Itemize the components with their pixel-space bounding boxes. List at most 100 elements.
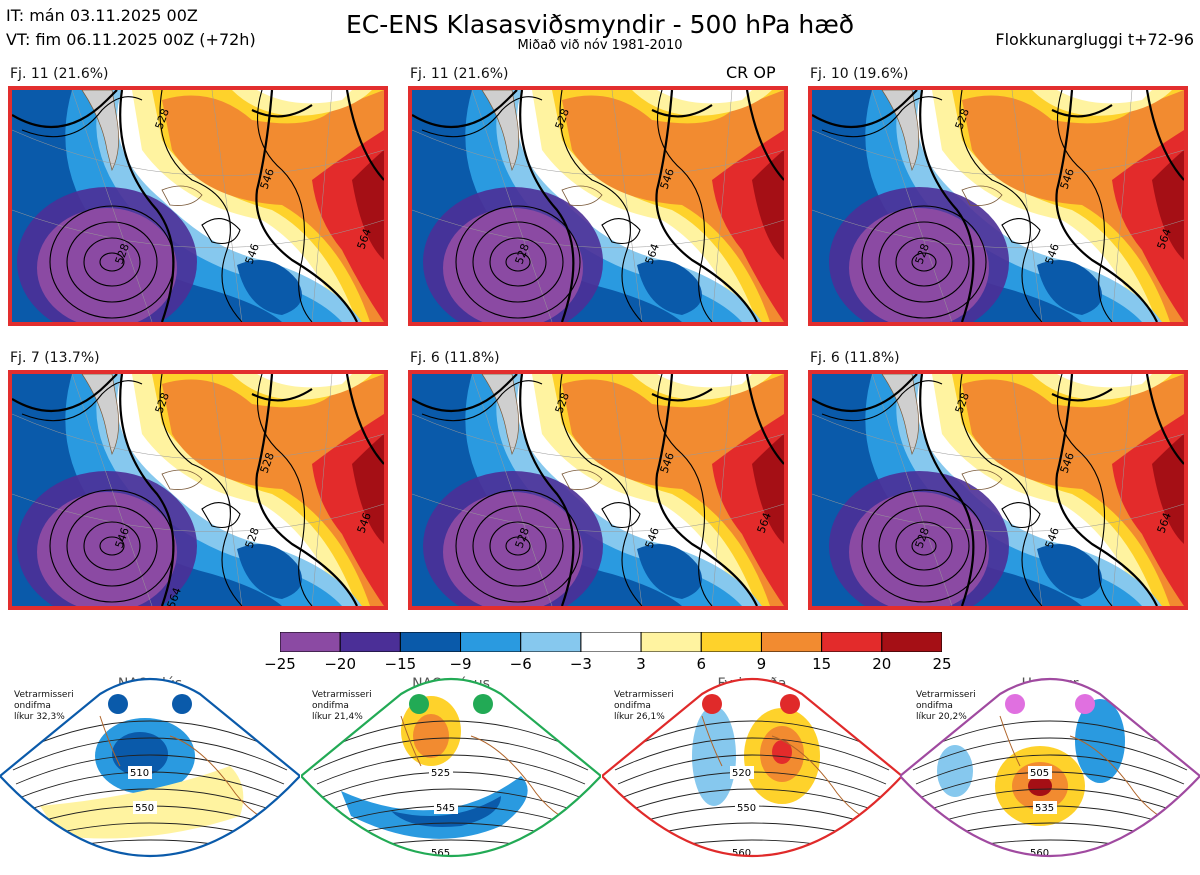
height-contour — [201, 218, 241, 245]
height-contour — [919, 90, 975, 322]
anomaly-fill — [962, 374, 1184, 606]
height-contour — [909, 720, 1191, 757]
height-contour — [255, 374, 358, 606]
height-contour — [455, 489, 581, 603]
colorbar-swatch — [279, 631, 341, 653]
height-contour — [878, 221, 970, 303]
regime-marker — [473, 694, 493, 714]
panel-label-5: Fj. 6 (11.8%) — [410, 350, 500, 366]
contour-label-bg — [429, 766, 453, 779]
colorbar-swatch — [760, 631, 823, 653]
height-contour — [745, 90, 784, 181]
height-contour — [99, 252, 125, 272]
anomaly-fill — [1152, 434, 1184, 544]
colorbar-tick: 15 — [812, 655, 832, 673]
contour-label: 505 — [1030, 768, 1049, 779]
anomaly-fill — [637, 544, 702, 599]
height-contour — [66, 221, 158, 303]
map-panel-5: 528 546 528 546 564 — [408, 370, 788, 610]
height-contour — [623, 788, 881, 813]
height-contour — [812, 374, 918, 413]
height-contour — [895, 521, 953, 571]
regime-map-blocking: 520 550 560 — [600, 676, 904, 871]
graticule-line — [871, 90, 953, 322]
anomaly-fill — [962, 90, 1184, 322]
sector-outline — [0, 678, 302, 858]
height-contour — [601, 218, 641, 245]
height-contour — [421, 380, 543, 422]
contour-label-bg — [735, 801, 759, 814]
anomaly-fill — [562, 90, 784, 322]
graticule-line — [711, 374, 733, 606]
height-contour — [821, 96, 943, 138]
colorbar-tick: 6 — [696, 655, 707, 673]
height-contour — [251, 388, 313, 402]
height-contour — [1051, 104, 1113, 118]
height-contour — [119, 90, 175, 322]
colorbar-tick: −25 — [264, 655, 296, 673]
colorbar-swatch — [881, 631, 943, 653]
height-contour — [559, 374, 643, 606]
regime-marker — [172, 694, 192, 714]
height-contour — [15, 754, 285, 785]
vt-time: VT: fim 06.11.2025 00Z (+72h) — [6, 30, 256, 49]
height-contour — [921, 788, 1179, 813]
graticule-line — [812, 493, 1184, 532]
anomaly-fill — [257, 90, 352, 104]
graticule-line — [12, 129, 384, 176]
graticule-line — [812, 413, 1184, 460]
cr-op-label: CR OP — [726, 63, 776, 82]
colorbar-tick: −20 — [324, 655, 356, 673]
anomaly-fill — [352, 150, 384, 260]
graticule-line — [412, 209, 784, 248]
graticule-line — [611, 374, 643, 606]
sector-outline — [898, 678, 1200, 858]
sector-outline — [299, 678, 603, 858]
height-contour — [895, 237, 953, 287]
height-contour — [472, 505, 564, 587]
colorbar-swatch — [339, 631, 401, 653]
height-contour — [255, 90, 358, 322]
height-contour — [959, 90, 1043, 322]
regime-marker — [702, 694, 722, 714]
regime-note-4: Vetrarmisseri ondifma líkur 20,2% — [916, 690, 976, 722]
colorbar-tick: 25 — [932, 655, 952, 673]
panel-label-1: Fj. 11 (21.6%) — [10, 66, 109, 82]
height-contour — [12, 374, 118, 413]
contour-label: 525 — [431, 768, 450, 779]
regime-note-2: Vetrarmisseri ondifma líkur 21,4% — [312, 690, 372, 722]
graticule-line — [711, 90, 733, 322]
contour-label: 565 — [431, 848, 450, 859]
anomaly-fill — [1057, 90, 1152, 104]
contour-label: 560 — [732, 848, 751, 859]
height-contour — [1056, 374, 1113, 606]
height-contour — [345, 90, 384, 181]
greenland-land — [881, 374, 919, 456]
height-contour — [601, 502, 641, 529]
anomaly-fill — [162, 374, 384, 606]
height-contour — [1001, 502, 1041, 529]
graticule-line — [1011, 90, 1043, 322]
page-title: EC-ENS Klasasviðsmyndir - 500 hPa hæð — [345, 10, 855, 39]
height-contour — [1001, 218, 1041, 245]
panel-label-4: Fj. 7 (13.7%) — [10, 350, 100, 366]
height-contour — [99, 536, 125, 556]
contour-label-bg — [128, 766, 152, 779]
height-contour — [322, 788, 580, 813]
regime-marker — [108, 694, 128, 714]
anomaly-fill — [352, 434, 384, 544]
anomaly-fill — [1152, 150, 1184, 260]
height-contour — [21, 96, 143, 138]
greenland-land — [81, 374, 119, 456]
contour-label: 550 — [737, 803, 756, 814]
contour-label-bg — [730, 846, 754, 856]
height-contour — [636, 857, 868, 868]
coastline — [99, 715, 121, 767]
height-contour — [335, 857, 567, 868]
contour-label-bg — [133, 801, 157, 814]
anomaly-fill — [162, 90, 384, 322]
height-contour — [919, 374, 975, 606]
height-contour — [1051, 388, 1113, 402]
graticule-line — [12, 209, 384, 248]
colorbar-tick: −3 — [569, 655, 592, 673]
